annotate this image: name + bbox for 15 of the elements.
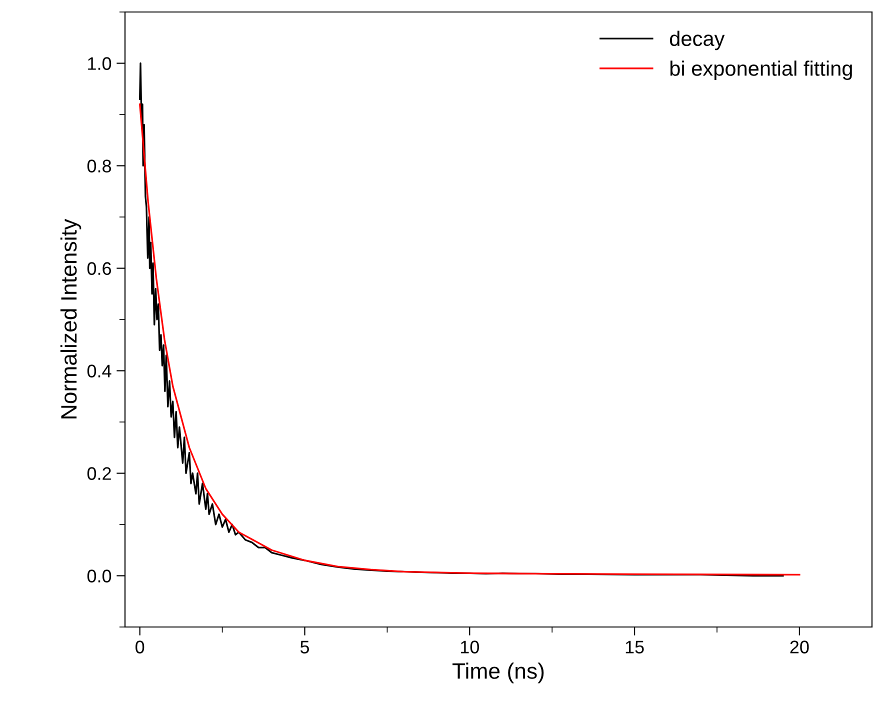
y-tick-label: 0.6 (87, 262, 112, 275)
y-axis-title: Normalized Intensity (60, 218, 82, 418)
y-tick-label: 0.4 (87, 364, 112, 378)
y-tick-label: 0.0 (87, 570, 112, 582)
y-tick-label: 0.2 (87, 467, 111, 480)
x-axis-title: Time (ns) (452, 662, 544, 684)
legend-label: bi exponential fitting (670, 60, 852, 80)
x-tick-label: 5 (300, 640, 310, 654)
legend-label: decay (670, 30, 725, 50)
y-tick-label: 0.8 (87, 160, 112, 172)
x-tick-label: 20 (790, 640, 809, 654)
x-tick-label: 15 (626, 640, 644, 654)
x-tick-label: 0 (136, 640, 144, 654)
x-tick-label: 10 (460, 640, 479, 654)
y-tick-label: 1.0 (88, 57, 112, 70)
